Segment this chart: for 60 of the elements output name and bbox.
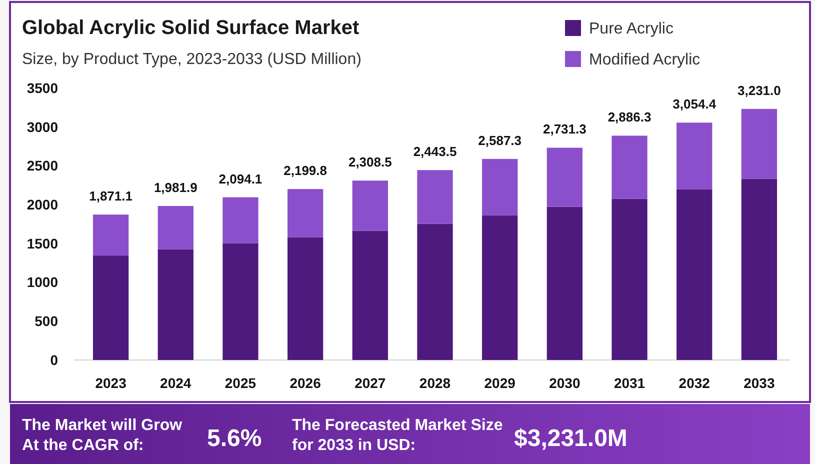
- x-tick-label: 2027: [354, 375, 386, 391]
- bar: [676, 189, 712, 360]
- text: The Forecasted Market Size for 2033 in USD:: [292, 417, 503, 454]
- bar: [482, 215, 518, 360]
- text: 5.6%: [207, 425, 262, 452]
- bar: [546, 206, 583, 360]
- x-tick-label: 2032: [678, 375, 710, 391]
- bar: [287, 189, 324, 238]
- bar: [158, 249, 194, 360]
- bar: [482, 158, 518, 216]
- bar: [417, 170, 453, 224]
- total-label: 2,886.3: [608, 110, 652, 125]
- x-tick-label: 2023: [95, 375, 127, 391]
- total-label: 2,731.3: [542, 122, 586, 137]
- bar: [158, 206, 194, 250]
- bar: [741, 108, 778, 179]
- bar: [612, 136, 648, 199]
- x-tick-label: 2030: [549, 375, 580, 391]
- total-label: 3,054.4: [672, 96, 717, 112]
- y-tick-label: 1500: [26, 235, 58, 252]
- bar: [222, 243, 258, 360]
- total-label: 2,443.5: [413, 144, 457, 160]
- bar: [352, 230, 388, 360]
- legend-label: Modified Acrylic: [589, 52, 700, 69]
- x-tick-label: 2033: [744, 375, 775, 391]
- total-label: 3,231.0: [738, 82, 781, 98]
- y-tick-label: 0: [50, 352, 58, 368]
- x-tick-label: 2031: [614, 375, 646, 391]
- bar: [92, 214, 129, 256]
- total-label: 2,308.5: [348, 154, 392, 170]
- bar: [92, 256, 129, 360]
- y-tick-label: 1000: [26, 274, 58, 290]
- bar: [417, 224, 453, 360]
- y-tick-label: 2500: [26, 158, 58, 174]
- bar: [741, 178, 778, 360]
- chart-subtitle: Size, by Product Type, 2023-2033 (USD Million): [22, 51, 362, 68]
- legend-label: Pure Acrylic: [589, 20, 674, 38]
- bar: [546, 148, 583, 207]
- y-tick-label: 3000: [26, 118, 58, 135]
- x-tick-label: 2029: [484, 375, 516, 391]
- bar: [676, 122, 712, 190]
- text: The Market will Grow At the CAGR of:: [22, 417, 183, 454]
- text: $3,231.0M: [514, 425, 628, 452]
- bar: [352, 180, 388, 231]
- x-tick-label: 2028: [419, 375, 451, 391]
- bar: [222, 197, 258, 244]
- total-label: 1,871.1: [89, 188, 132, 204]
- bar: [287, 237, 324, 360]
- y-tick-label: 3500: [26, 80, 58, 96]
- total-label: 2,199.8: [284, 163, 328, 178]
- chart-title: Global Acrylic Solid Surface Market: [22, 17, 360, 39]
- y-tick-label: 500: [34, 313, 58, 330]
- total-label: 1,981.9: [154, 180, 198, 195]
- x-tick-label: 2025: [224, 375, 256, 391]
- x-tick-label: 2024: [160, 375, 192, 391]
- y-tick-label: 2000: [26, 196, 58, 212]
- bar: [612, 198, 648, 360]
- x-tick-label: 2026: [290, 375, 322, 391]
- total-label: 2,587.3: [478, 132, 522, 148]
- total-label: 2,094.1: [218, 171, 262, 186]
